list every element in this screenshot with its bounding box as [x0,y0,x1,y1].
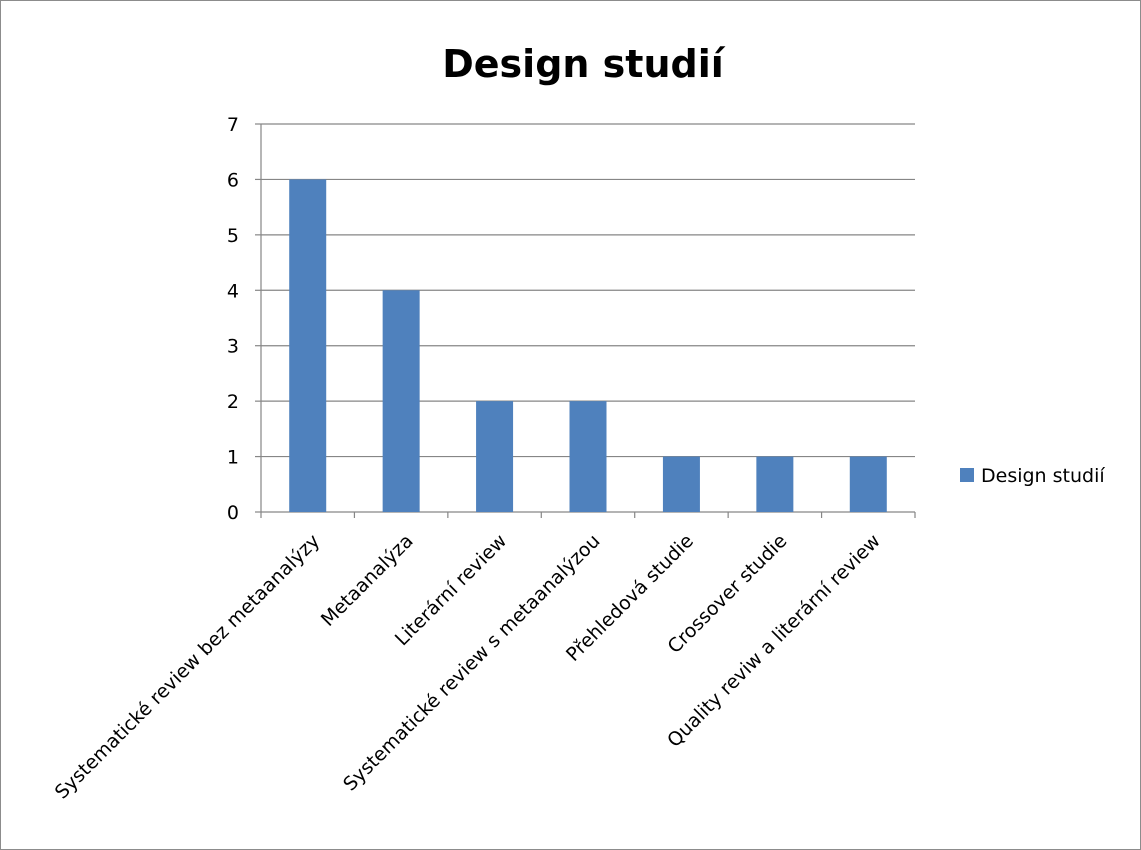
bar [663,457,700,512]
y-tick-label: 0 [227,502,239,524]
x-category-label: Metaanalýza [317,530,418,631]
bar [756,457,793,512]
legend-swatch [960,468,974,482]
y-tick-label: 5 [227,225,239,247]
y-tick-label: 3 [227,336,239,358]
bar [850,457,887,512]
y-tick-label: 2 [227,391,239,413]
bar [383,290,420,512]
bar [570,401,607,512]
y-tick-label: 6 [227,169,239,191]
y-tick-label: 4 [227,280,239,302]
legend-label: Design studií [981,465,1105,487]
y-tick-label: 1 [227,447,239,469]
x-category-label: Quality reviw a literární review [663,530,885,752]
x-category-label: Systematické review bez metaanalýzy [51,530,324,803]
bar [289,179,326,512]
chart-title: Design studií [442,42,726,86]
y-tick-label: 7 [227,114,239,136]
legend: Design studií [960,465,1105,487]
bar [476,401,513,512]
